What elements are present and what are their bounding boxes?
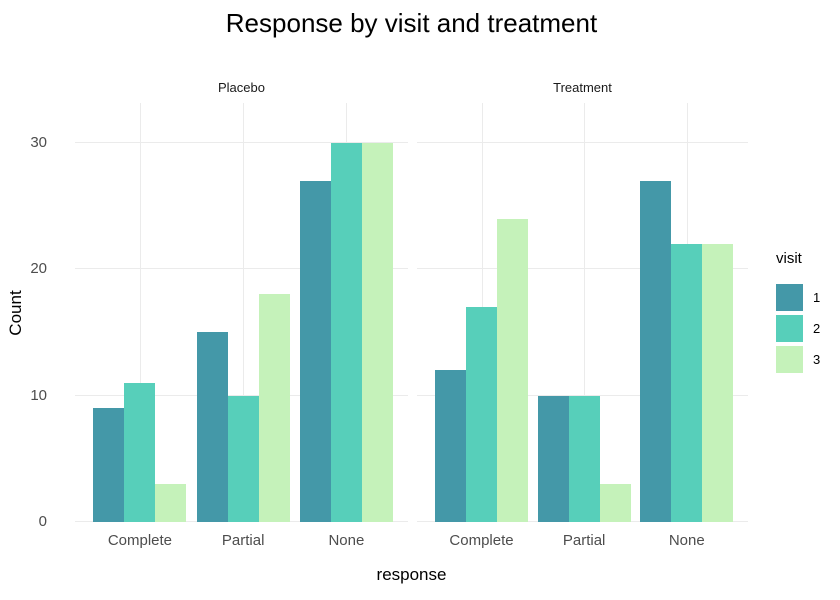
bar-group-treatment-none <box>640 180 734 522</box>
facet-strip-treatment: Treatment <box>553 80 612 95</box>
bar-group-placebo-none <box>299 142 393 522</box>
bar-placebo-complete-visit-2 <box>124 382 156 522</box>
legend-swatch-visit-2 <box>776 315 803 342</box>
bar-placebo-partial-visit-1 <box>196 332 228 522</box>
bar-treatment-complete-visit-3 <box>497 218 529 522</box>
bar-treatment-partial-visit-1 <box>537 395 569 522</box>
bar-treatment-none-visit-2 <box>671 243 703 522</box>
bar-placebo-complete-visit-3 <box>155 484 187 522</box>
legend-item-visit-2: 2 <box>776 315 820 342</box>
bar-placebo-partial-visit-3 <box>258 294 290 522</box>
bar-treatment-complete-visit-2 <box>466 307 498 522</box>
bar-placebo-partial-visit-2 <box>227 395 259 522</box>
gridline-v-complete <box>140 103 141 522</box>
x-tick-label-treatment-none: None <box>668 532 705 549</box>
legend-item-label: 1 <box>813 290 821 305</box>
bar-placebo-none-visit-2 <box>330 142 362 522</box>
x-axis-title: response <box>376 565 447 584</box>
legend-item-visit-3: 3 <box>776 346 820 373</box>
bar-group-treatment-complete <box>435 218 529 522</box>
bar-treatment-partial-visit-3 <box>599 484 631 522</box>
gridline-h-30 <box>75 141 408 143</box>
gridline-h-10 <box>75 394 408 396</box>
bar-placebo-none-visit-3 <box>361 142 393 522</box>
legend-item-label: 3 <box>813 352 821 367</box>
facet-strip-placebo: Placebo <box>218 80 265 95</box>
legend-title: visit <box>776 250 802 267</box>
facet-panel-placebo <box>75 103 408 522</box>
bar-treatment-none-visit-3 <box>702 243 734 522</box>
y-tick-label-30: 30 <box>30 133 47 151</box>
bar-treatment-none-visit-1 <box>640 180 672 522</box>
y-tick-label-20: 20 <box>30 260 47 278</box>
legend-item-label: 2 <box>813 321 821 336</box>
gridline-h-20 <box>75 268 408 270</box>
gridline-v-partial <box>243 103 244 522</box>
x-tick-label-placebo-none: None <box>328 532 365 549</box>
gridline-h-20 <box>417 268 748 270</box>
gridline-h-10 <box>417 394 748 396</box>
legend: visit 1 2 3 <box>776 250 820 377</box>
y-tick-label-0: 0 <box>38 513 47 530</box>
bar-treatment-complete-visit-1 <box>435 370 467 522</box>
y-axis-title: Count <box>6 290 25 336</box>
chart-title: Response by visit and treatment <box>225 8 598 38</box>
gridline-v-partial <box>584 103 585 522</box>
legend-swatch-visit-3 <box>776 346 803 373</box>
gridline-h-30 <box>417 141 748 143</box>
x-tick-label-placebo-partial: Partial <box>221 532 265 549</box>
bar-placebo-none-visit-1 <box>299 180 331 522</box>
x-tick-label-treatment-complete: Complete <box>449 532 514 549</box>
bar-placebo-complete-visit-1 <box>93 408 125 522</box>
bar-group-placebo-partial <box>196 294 290 522</box>
y-tick-label-10: 10 <box>30 386 47 404</box>
x-tick-label-placebo-complete: Complete <box>107 532 173 549</box>
bar-group-placebo-complete <box>93 382 187 522</box>
bar-group-treatment-partial <box>537 395 631 522</box>
facet-panel-treatment <box>417 103 748 522</box>
bar-treatment-partial-visit-2 <box>568 395 600 522</box>
legend-items: 1 2 3 <box>776 284 820 373</box>
legend-item-visit-1: 1 <box>776 284 820 311</box>
x-tick-label-treatment-partial: Partial <box>562 532 606 549</box>
legend-swatch-visit-1 <box>776 284 803 311</box>
